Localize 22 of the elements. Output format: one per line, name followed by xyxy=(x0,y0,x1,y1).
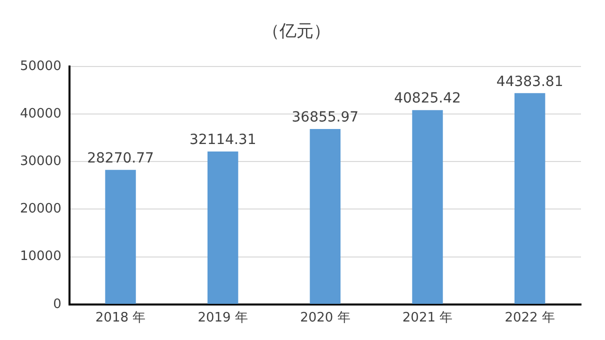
y-tick-label: 0 xyxy=(53,296,62,312)
data-label: 36855.97 xyxy=(292,110,359,126)
data-label: 28270.77 xyxy=(87,150,154,166)
bar xyxy=(412,110,443,304)
data-label: 44383.81 xyxy=(496,74,564,90)
bar xyxy=(208,152,238,304)
bar xyxy=(310,128,341,304)
x-tick-label: 2022 年 xyxy=(504,310,555,326)
bar xyxy=(105,170,136,304)
y-tick-label: 20000 xyxy=(20,202,62,217)
y-tick-label: 30000 xyxy=(20,154,62,169)
chart-title: （亿元） xyxy=(262,22,330,42)
y-tick-label: 50000 xyxy=(20,58,62,74)
y-tick-label: 10000 xyxy=(20,249,62,264)
data-label: 40825.42 xyxy=(394,90,461,107)
x-tick-label: 2020 年 xyxy=(300,310,350,326)
x-tick-label: 2019 年 xyxy=(198,310,248,326)
data-label: 32114.31 xyxy=(189,132,256,148)
y-tick-label: 40000 xyxy=(20,106,62,122)
bar xyxy=(514,93,546,304)
x-tick-label: 2018 年 xyxy=(95,310,146,326)
x-tick-label: 2021 年 xyxy=(402,310,453,326)
